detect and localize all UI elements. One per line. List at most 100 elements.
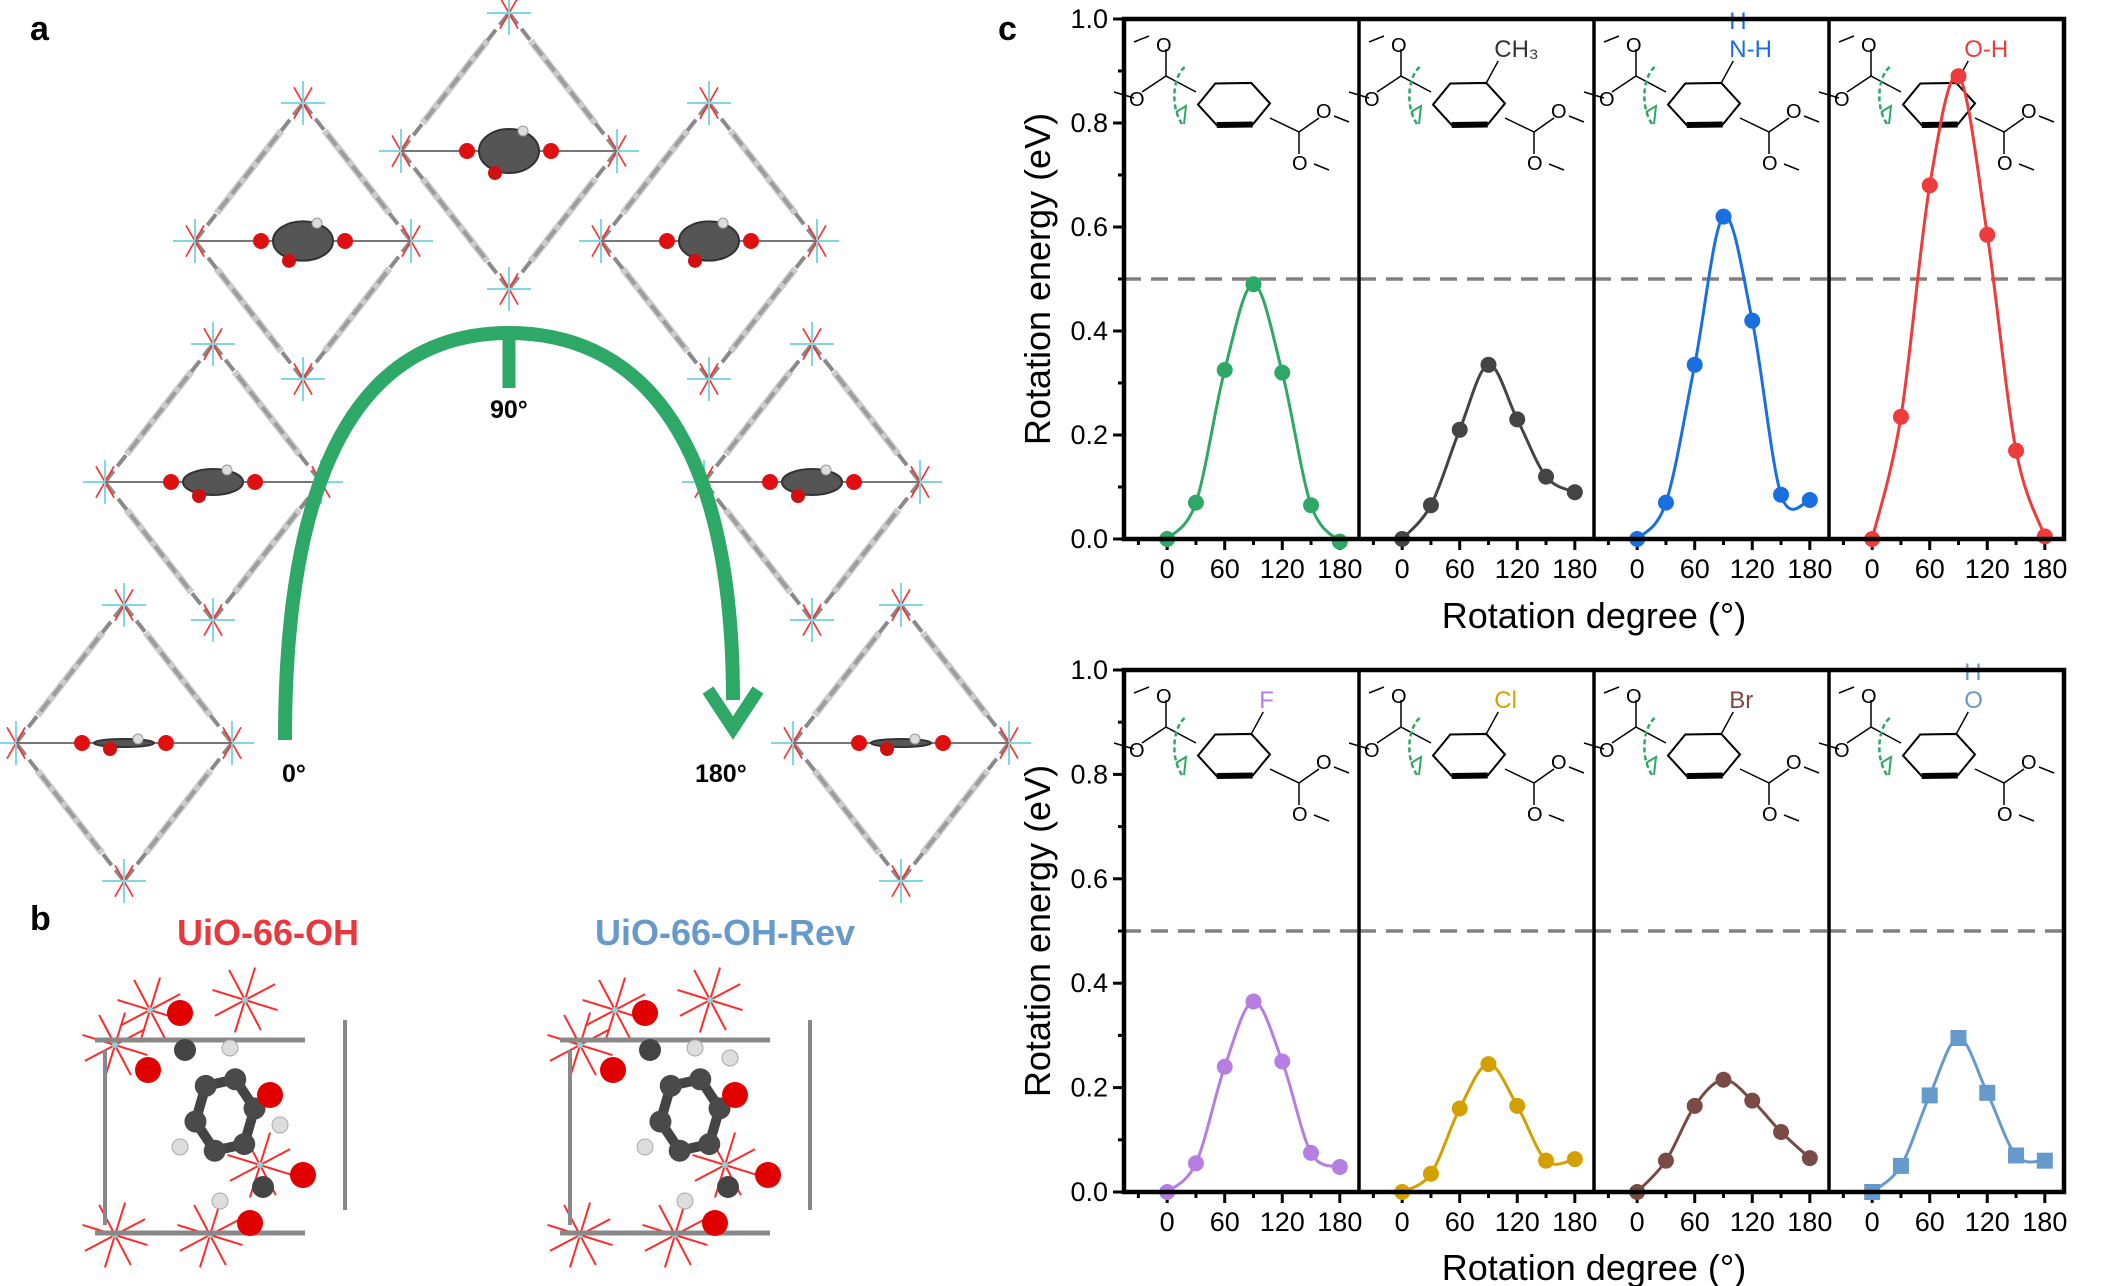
subplot-O-H: O O O O O-H 0 60 120 180 bbox=[1818, 19, 2067, 584]
data-point-150 bbox=[1773, 486, 1790, 503]
data-point-60 bbox=[1686, 1097, 1703, 1114]
data-point-120 bbox=[1979, 226, 1996, 243]
subplot-Br: O O O O Br 0 60 120 180 bbox=[1583, 670, 1832, 1237]
linker-ring bbox=[419, 176, 491, 264]
carboxylate-bond bbox=[212, 988, 246, 1001]
rotation-indicator-icon bbox=[1880, 755, 1893, 776]
carbon-atom bbox=[174, 1039, 196, 1061]
x-tick-label: 0 bbox=[1395, 554, 1410, 584]
carboxylate-bond bbox=[228, 969, 246, 1001]
carboxylate-bond bbox=[582, 998, 616, 1011]
y-axis-label-top: Rotation energy (eV) bbox=[1017, 113, 1058, 445]
benzene-ring-icon bbox=[1431, 732, 1507, 778]
structure-uio-66-oh-rev bbox=[547, 967, 812, 1268]
data-point-120 bbox=[1744, 1092, 1761, 1109]
rotation-indicator-icon bbox=[1645, 104, 1658, 125]
oxygen-atom bbox=[659, 233, 675, 249]
linker-molecule-sketch: O O O O Cl bbox=[1348, 686, 1585, 826]
x-tick-label: 180 bbox=[2022, 554, 2067, 584]
carbon-atom bbox=[194, 1074, 217, 1097]
carboxylate-bond bbox=[658, 1204, 676, 1236]
oxygen-atom bbox=[74, 735, 90, 751]
rotation-indicator-icon bbox=[1410, 755, 1423, 776]
arrow-head-icon bbox=[702, 686, 764, 740]
framework-5 bbox=[682, 322, 942, 642]
data-point-180 bbox=[2036, 1152, 2053, 1169]
linker-ring bbox=[619, 266, 691, 354]
carboxylate-bond bbox=[549, 1044, 581, 1062]
hydrogen-atom bbox=[311, 217, 323, 229]
substituent-label: N-H bbox=[1729, 36, 1772, 63]
x-tick-label: 180 bbox=[2022, 1207, 2067, 1237]
carboxylate-bond bbox=[614, 993, 646, 1011]
linker-ring bbox=[213, 266, 285, 354]
series-line bbox=[1401, 363, 1576, 541]
data-point-120 bbox=[1509, 411, 1526, 428]
x-tick-label: 180 bbox=[1317, 1207, 1362, 1237]
carboxylate-right bbox=[1974, 766, 2055, 822]
hydrogen-atom bbox=[211, 1192, 229, 1210]
hydrogen-atom bbox=[909, 733, 921, 745]
substituent-top-label: H bbox=[1964, 659, 1981, 686]
carboxylate-bond bbox=[724, 1164, 758, 1177]
carboxylate-right bbox=[1974, 115, 2055, 171]
hydroxyl-oxygen-atom bbox=[880, 742, 894, 756]
substituent-label: O bbox=[1964, 687, 1983, 714]
x-tick-label: 0 bbox=[1630, 554, 1645, 584]
carboxylate-bond bbox=[138, 1009, 151, 1043]
data-point-60 bbox=[1921, 177, 1938, 194]
oxygen-label: O bbox=[1599, 89, 1615, 111]
carbon-atom bbox=[639, 1039, 661, 1061]
y-tick-label: 0.0 bbox=[1070, 1177, 1108, 1207]
carboxylate-left bbox=[1583, 686, 1667, 750]
hydrogen-atom bbox=[636, 1138, 654, 1156]
carbon-atom bbox=[203, 1139, 226, 1162]
x-tick-label: 60 bbox=[1915, 554, 1945, 584]
carboxylate-bond bbox=[179, 1234, 211, 1252]
hydrogen-atom bbox=[132, 733, 144, 745]
benzene-ring-icon bbox=[1196, 732, 1272, 778]
oxygen-label: O bbox=[2021, 101, 2037, 123]
carboxylate-bond bbox=[103, 1234, 116, 1268]
data-point-90 bbox=[1715, 208, 1732, 225]
data-point-90 bbox=[1480, 356, 1497, 373]
oxygen-label: O bbox=[1292, 804, 1308, 826]
data-point-30 bbox=[1657, 494, 1674, 511]
carboxylate-bond bbox=[679, 999, 711, 1017]
framework-4 bbox=[579, 81, 839, 401]
y-tick-label: 0.2 bbox=[1070, 1073, 1108, 1103]
oxygen-label: O bbox=[1129, 740, 1145, 762]
linker-ring bbox=[811, 630, 883, 718]
hydroxyl-hydrogen-atom bbox=[721, 1049, 739, 1067]
carboxylate-bond bbox=[114, 1044, 148, 1057]
carboxylate-right bbox=[1504, 115, 1585, 171]
oxygen-label: O bbox=[1786, 101, 1802, 123]
benzene-ring-icon bbox=[1431, 81, 1507, 127]
linker-ring bbox=[722, 507, 794, 595]
carboxylate-bond bbox=[259, 1132, 272, 1166]
hydrogen-atom bbox=[717, 217, 729, 229]
zr-node bbox=[147, 1007, 153, 1013]
oxygen-atom bbox=[702, 1210, 728, 1236]
oxygen-label: O bbox=[1997, 804, 2013, 826]
carboxylate-bond bbox=[84, 1234, 116, 1252]
carboxylate-bond bbox=[114, 1234, 132, 1266]
benzene-ring bbox=[272, 220, 334, 262]
linker-molecule-sketch: O O O O CH₃ bbox=[1348, 35, 1585, 175]
panel-label-a: a bbox=[30, 10, 50, 48]
data-point-150 bbox=[1538, 1152, 1555, 1169]
y-tick-label: 0.0 bbox=[1070, 524, 1108, 554]
rotation-indicator-icon bbox=[1643, 64, 1657, 125]
data-point-90 bbox=[1245, 276, 1262, 293]
oxygen-atom bbox=[846, 474, 862, 490]
data-point-30 bbox=[1657, 1152, 1674, 1169]
rotation-indicator-icon bbox=[1645, 755, 1658, 776]
x-tick-label: 0 bbox=[1865, 554, 1880, 584]
carboxylate-left bbox=[1818, 35, 1902, 99]
oxygen-label: O bbox=[1861, 35, 1877, 57]
linker-ring bbox=[727, 266, 799, 354]
linker-ring bbox=[231, 369, 303, 457]
data-point-30 bbox=[1187, 494, 1204, 511]
y-tick-label: 0.4 bbox=[1070, 968, 1108, 998]
carbon-atom bbox=[668, 1139, 691, 1162]
